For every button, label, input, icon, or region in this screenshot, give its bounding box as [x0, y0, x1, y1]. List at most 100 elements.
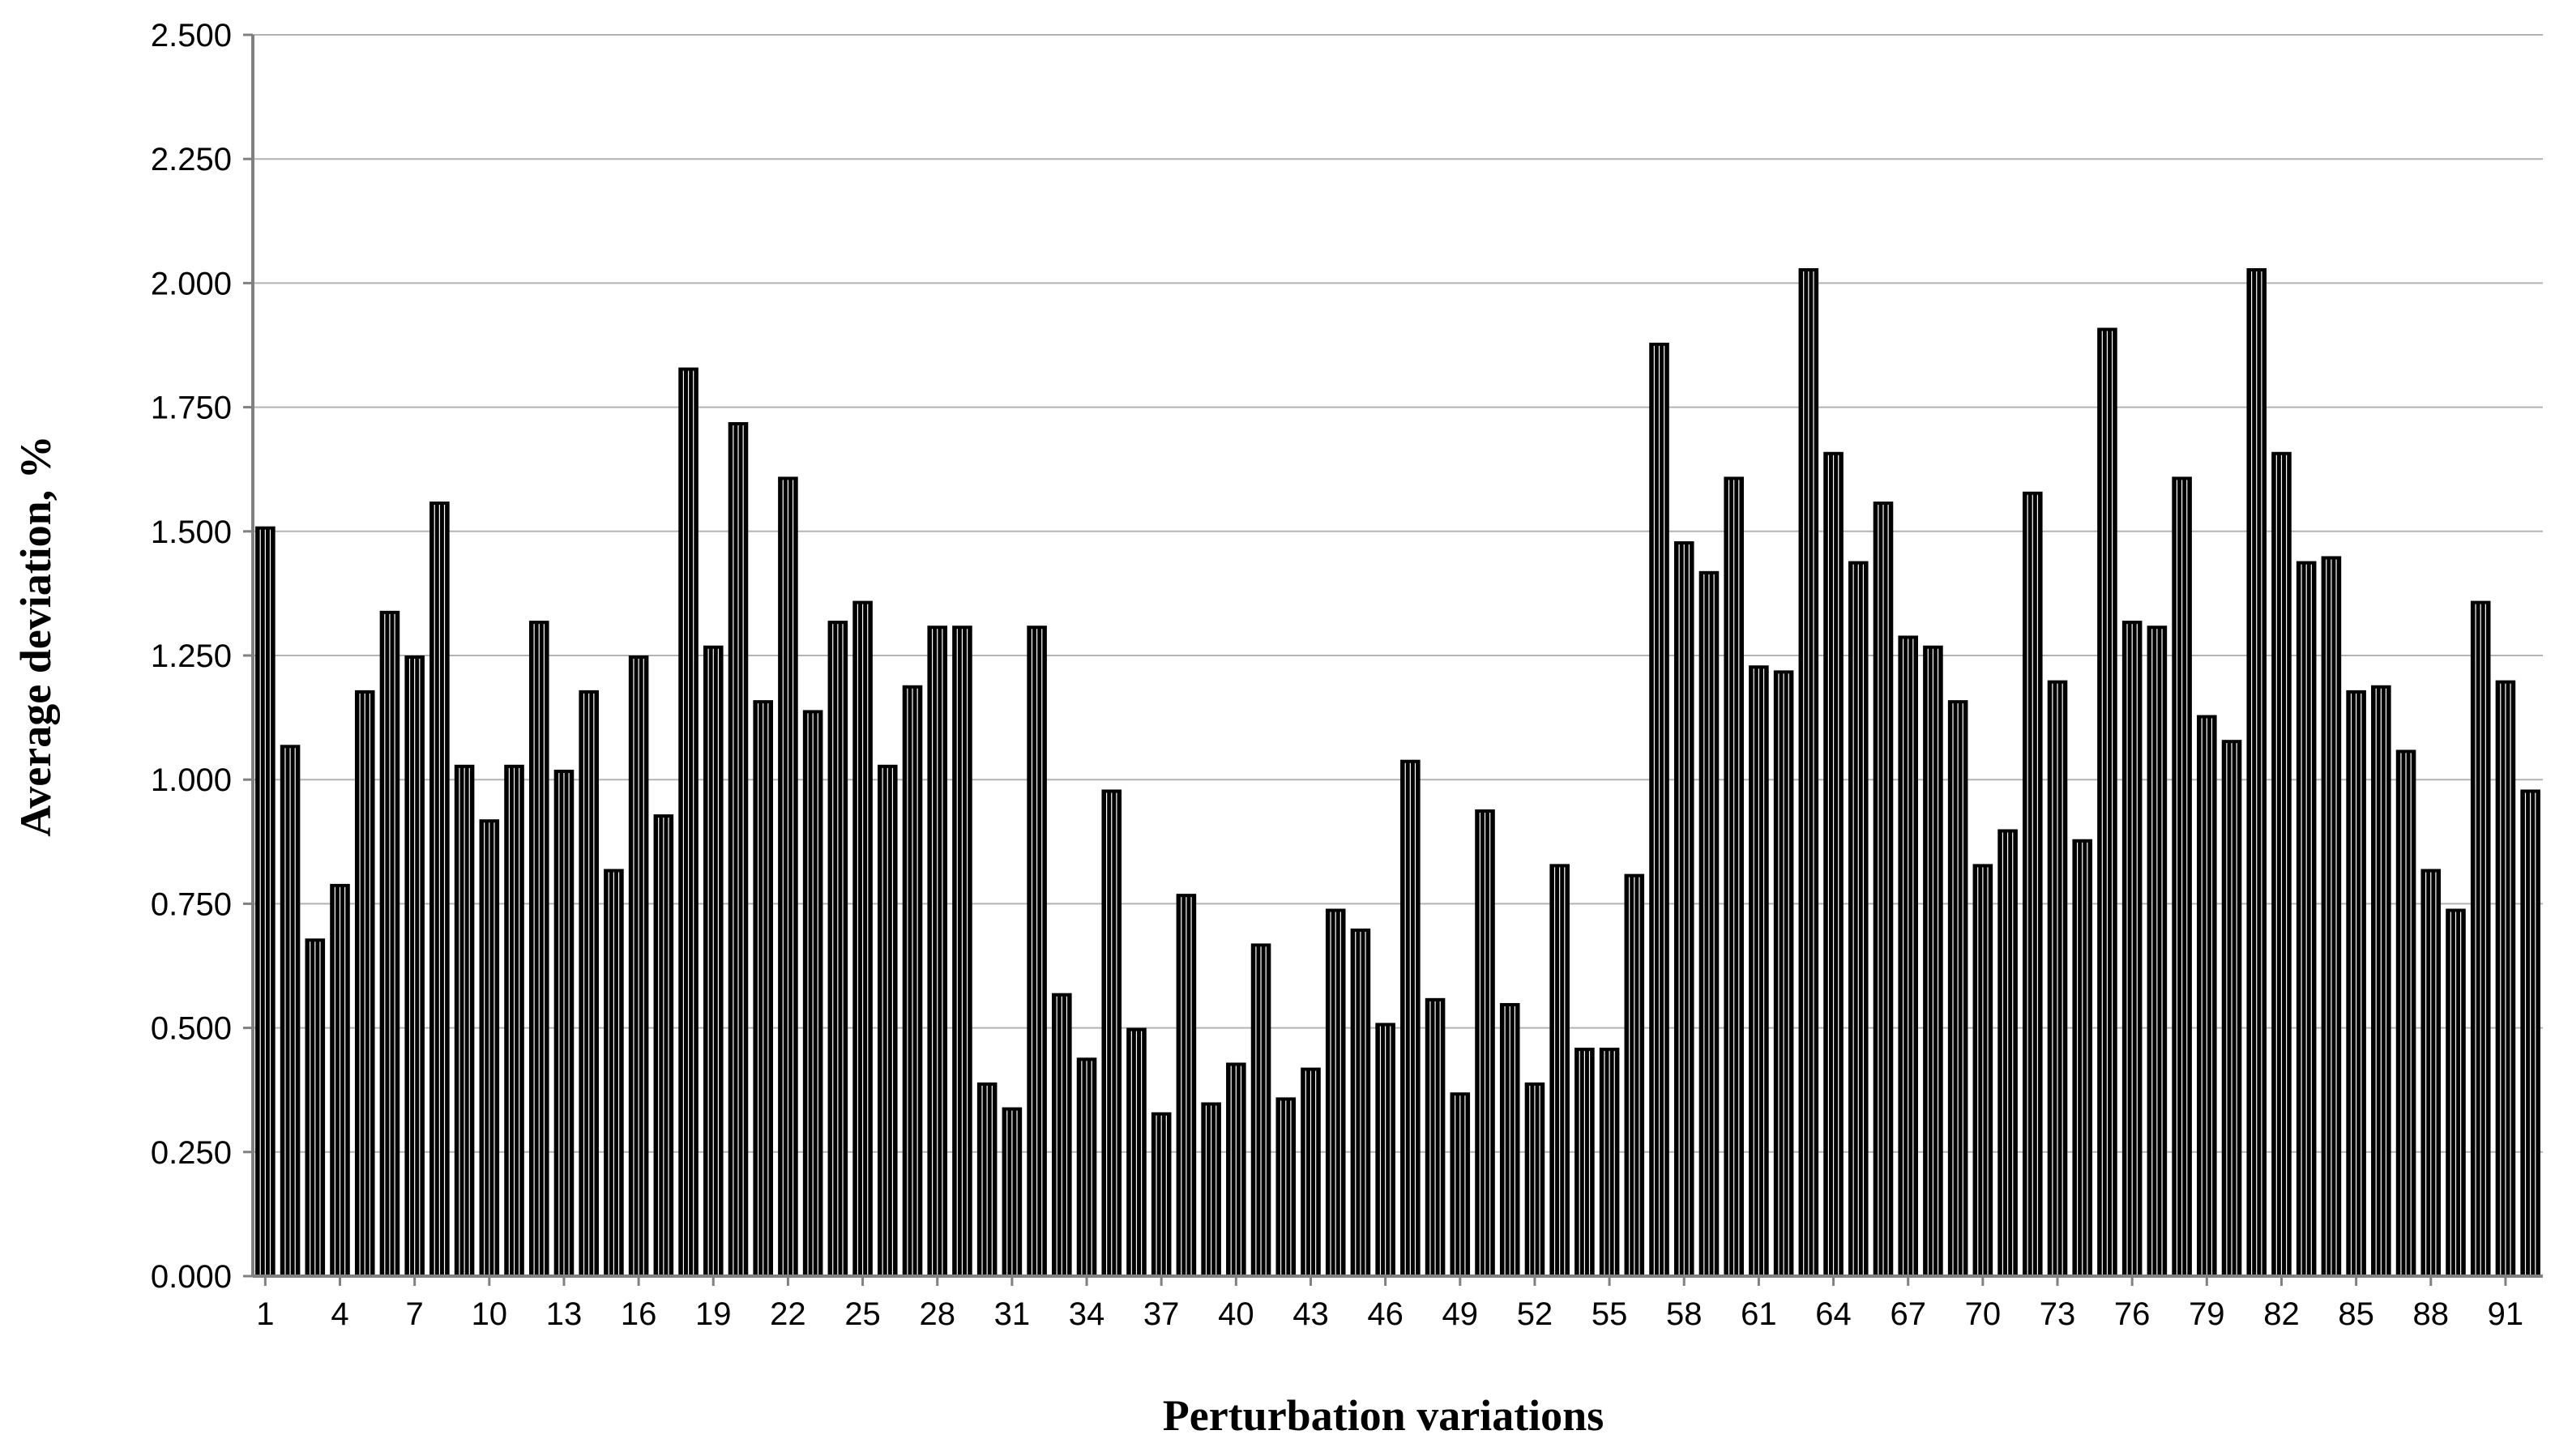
bar-35: [1101, 789, 1122, 1276]
bar-32: [1027, 626, 1047, 1276]
x-tick-label: 79: [2189, 1296, 2225, 1332]
bar-60: [1724, 476, 1744, 1276]
bar-39: [1201, 1102, 1221, 1276]
y-axis-title: Average deviation, %: [11, 435, 60, 836]
bar-82: [2271, 451, 2292, 1276]
bar-68: [1923, 645, 1943, 1276]
x-tick-label: 76: [2114, 1296, 2151, 1332]
bar-51: [1499, 1002, 1520, 1276]
bar-2: [280, 745, 301, 1276]
bar-78: [2172, 476, 2192, 1276]
x-tick-label: 70: [1965, 1296, 2002, 1332]
bar-74: [2072, 839, 2093, 1276]
bar-70: [1972, 864, 1993, 1276]
bar-20: [728, 421, 749, 1276]
bar-21: [753, 700, 773, 1276]
bar-17: [653, 814, 674, 1276]
bar-71: [1997, 829, 2018, 1276]
bar-9: [454, 764, 475, 1276]
bar-24: [827, 621, 848, 1276]
x-tick-label: 13: [546, 1296, 583, 1332]
x-tick-label: 25: [844, 1296, 881, 1332]
bar-75: [2097, 327, 2117, 1276]
x-tick-label: 34: [1069, 1296, 1105, 1332]
x-tick-label: 49: [1442, 1296, 1479, 1332]
bar-84: [2321, 556, 2342, 1276]
x-tick-label: 46: [1367, 1296, 1404, 1332]
x-tick-label: 91: [2488, 1296, 2524, 1332]
bar-47: [1400, 759, 1421, 1276]
x-tick-label: 67: [1890, 1296, 1926, 1332]
bar-10: [479, 819, 500, 1276]
x-tick-label: 1: [256, 1296, 274, 1332]
x-tick-label: 73: [2040, 1296, 2076, 1332]
y-tick-label: 0.250: [151, 1135, 232, 1171]
bar-30: [976, 1082, 998, 1276]
x-tick-label: 55: [1592, 1296, 1628, 1332]
bar-7: [404, 655, 425, 1276]
bar-50: [1475, 809, 1495, 1276]
y-tick-label: 2.250: [151, 142, 232, 177]
x-tick-label: 61: [1741, 1296, 1777, 1332]
x-tick-label: 19: [695, 1296, 732, 1332]
bar-13: [553, 769, 575, 1276]
x-tick-label: 31: [994, 1296, 1031, 1332]
bar-5: [354, 690, 375, 1276]
bar-8: [429, 502, 450, 1276]
bar-54: [1574, 1048, 1595, 1276]
bar-77: [2147, 626, 2168, 1276]
x-tick-label: 40: [1218, 1296, 1254, 1332]
bar-48: [1425, 997, 1446, 1276]
bar-64: [1823, 451, 1844, 1276]
bar-62: [1773, 670, 1794, 1276]
x-tick-label: 22: [770, 1296, 806, 1332]
bar-23: [802, 710, 823, 1276]
bar-65: [1848, 561, 1869, 1276]
bar-90: [2470, 600, 2491, 1276]
bar-73: [2047, 680, 2068, 1276]
x-tick-label: 7: [406, 1296, 424, 1332]
bar-11: [504, 764, 524, 1276]
bar-38: [1176, 894, 1197, 1276]
bar-88: [2420, 869, 2442, 1276]
x-tick-label: 88: [2413, 1296, 2450, 1332]
x-tick-label: 43: [1292, 1296, 1329, 1332]
bar-3: [305, 938, 326, 1276]
bar-76: [2121, 621, 2143, 1276]
bar-19: [703, 645, 724, 1276]
bar-28: [927, 626, 948, 1276]
bar-66: [1873, 502, 1894, 1276]
bar-55: [1599, 1048, 1620, 1276]
axes: [251, 35, 2543, 1278]
y-tick-label: 0.750: [151, 886, 232, 922]
bar-57: [1649, 342, 1669, 1276]
bar-12: [528, 621, 549, 1276]
y-tick-label: 1.250: [151, 638, 232, 674]
bar-79: [2197, 715, 2217, 1276]
bar-46: [1375, 1023, 1395, 1276]
x-tick-label: 4: [331, 1296, 348, 1332]
bar-89: [2446, 908, 2466, 1276]
bar-53: [1549, 864, 1570, 1276]
y-tick-label: 0.000: [151, 1259, 232, 1295]
x-tick-label: 82: [2263, 1296, 2300, 1332]
bar-25: [852, 600, 873, 1276]
x-tick-label: 58: [1666, 1296, 1703, 1332]
bar-85: [2346, 690, 2366, 1276]
bar-33: [1052, 993, 1072, 1276]
y-tick-label: 2.500: [151, 18, 232, 53]
bar-59: [1698, 570, 1720, 1276]
x-axis-title: Perturbation variations: [1163, 1391, 1604, 1440]
y-tick-label: 1.750: [151, 391, 232, 426]
bar-26: [878, 764, 898, 1276]
bar-16: [628, 655, 649, 1276]
bar-91: [2495, 680, 2516, 1276]
x-tick-label: 64: [1815, 1296, 1852, 1332]
bar-63: [1798, 268, 1819, 1276]
bar-92: [2520, 789, 2540, 1276]
y-tick-label: 1.500: [151, 515, 232, 550]
bar-72: [2023, 491, 2043, 1276]
bar-15: [604, 869, 624, 1276]
y-tick-label: 0.500: [151, 1011, 232, 1047]
